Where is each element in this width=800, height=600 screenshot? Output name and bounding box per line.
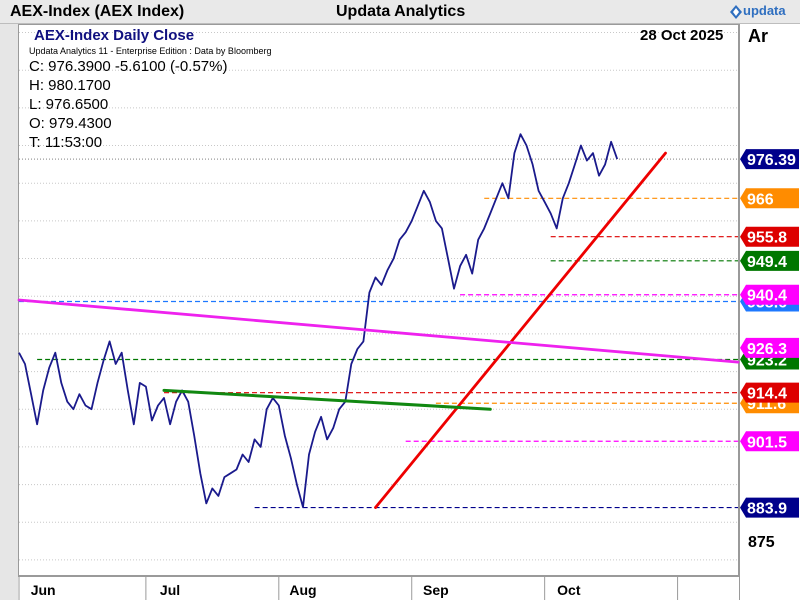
level-tag-text: 949.4 (747, 254, 787, 271)
x-tick-label-jun: Jun (31, 582, 56, 598)
level-tag-bg (740, 284, 799, 305)
app-title: Updata Analytics (336, 3, 466, 20)
open-readout: O: 979.4300 (29, 115, 112, 132)
updata-logo[interactable]: updata (730, 3, 796, 21)
level-tag-955.8: 955.8 (740, 226, 799, 247)
level-tag-text: 883.9 (747, 501, 787, 518)
y-tick-label: 875 (748, 534, 775, 551)
price-series-line (18, 133, 619, 509)
chart-title: AEX-Index Daily Close (34, 27, 195, 44)
plot-area[interactable] (18, 24, 739, 576)
grid-layer (19, 32, 738, 561)
level-tag-bg (740, 497, 799, 518)
level-tag-bg (740, 188, 799, 209)
x-tick-layer: Jun Jul Aug Sep Oct (18, 577, 679, 600)
level-tag-bg (740, 382, 799, 403)
top-bar: AEX-Index (AEX Index) Updata Analytics u… (0, 0, 800, 24)
high-readout: H: 980.1700 (29, 77, 111, 94)
level-tag-bg (740, 431, 799, 452)
x-tick-label-oct: Oct (557, 582, 581, 598)
level-tag-text: 955.8 (747, 230, 787, 247)
axis-head-label: Ar (748, 26, 769, 46)
level-tag-940.4: 940.4 (740, 284, 799, 305)
level-tag-bg (740, 149, 799, 170)
updata-logo-icon (730, 5, 742, 19)
red-uptrend-line (374, 151, 667, 509)
level-labels-layer: 875883.9901.5911.6914.4923.2926.3938.694… (740, 149, 799, 551)
time-readout: T: 11:53:00 (29, 134, 103, 151)
low-readout: L: 976.6500 (29, 96, 109, 113)
x-tick-label-sep: Sep (423, 582, 449, 598)
level-tag-966: 966 (740, 188, 799, 209)
level-tag-text: 901.5 (747, 434, 787, 451)
x-tick-label-jul: Jul (160, 582, 180, 598)
level-tag-bg (740, 226, 799, 247)
level-tag-text: 926.3 (747, 341, 787, 358)
instrument-title: AEX-Index (AEX Index) (10, 3, 185, 20)
level-tag-926.3: 926.3 (740, 337, 799, 358)
level-tag-976.39: 976.39 (740, 149, 799, 170)
level-tag-883.9: 883.9 (740, 497, 799, 518)
magenta-downtrend-line (17, 298, 740, 364)
logo-text: updata (743, 3, 786, 18)
data-credit: Updata Analytics 11 - Enterprise Edition… (29, 46, 272, 56)
level-tag-914.4: 914.4 (740, 382, 799, 403)
level-tag-bg (740, 250, 799, 271)
level-tag-949.4: 949.4 (740, 250, 799, 271)
series-layer (18, 133, 619, 509)
level-tag-text: 966 (747, 191, 774, 208)
time-axis[interactable] (18, 576, 739, 600)
trend-lines-layer (17, 151, 740, 509)
close-readout: C: 976.3900 -5.6100 (-0.57%) (29, 58, 228, 75)
level-tag-901.5: 901.5 (740, 431, 799, 452)
level-tag-text: 940.4 (747, 288, 787, 305)
level-tag-bg (740, 337, 799, 358)
green-trend-line (162, 388, 492, 411)
level-lines-layer (19, 158, 738, 509)
level-tag-text: 976.39 (747, 152, 796, 169)
level-tag-text: 914.4 (747, 386, 787, 403)
chart-date: 28 Oct 2025 (640, 27, 724, 44)
x-tick-label-aug: Aug (289, 582, 316, 598)
